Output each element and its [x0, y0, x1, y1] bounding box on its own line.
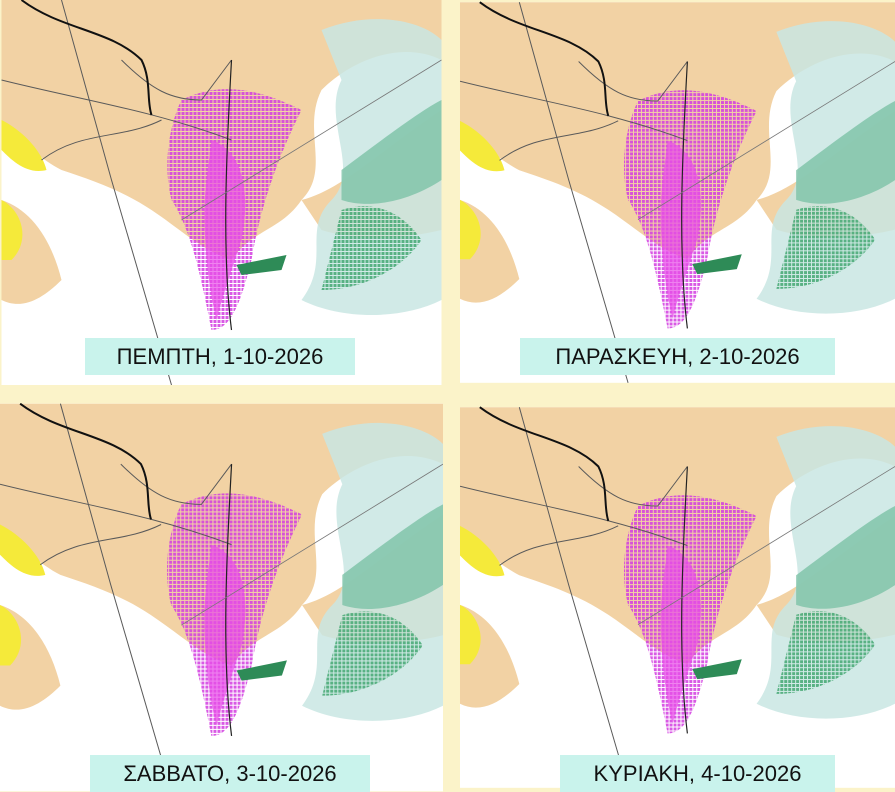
weather-map: [460, 1, 895, 384]
date-label: ΠΑΡΑΣΚΕΥΗ, 2-10-2026: [520, 338, 835, 375]
map-panel: ΣΑΒΒΑΤΟ, 3-10-2026: [0, 403, 443, 792]
weather-map: [0, 403, 443, 792]
weather-map: [0, 0, 443, 385]
map-panel: ΠΑΡΑΣΚΕΥΗ, 2-10-2026: [460, 0, 895, 385]
map-panel: ΠΕΜΠΤΗ, 1-10-2026: [0, 0, 443, 385]
weather-map: [460, 406, 895, 789]
date-label: ΚΥΡΙΑΚΗ, 4-10-2026: [560, 755, 835, 792]
map-panel: ΚΥΡΙΑΚΗ, 4-10-2026: [460, 403, 895, 792]
date-label: ΠΕΜΠΤΗ, 1-10-2026: [85, 338, 355, 375]
date-label: ΣΑΒΒΑΤΟ, 3-10-2026: [90, 755, 370, 792]
